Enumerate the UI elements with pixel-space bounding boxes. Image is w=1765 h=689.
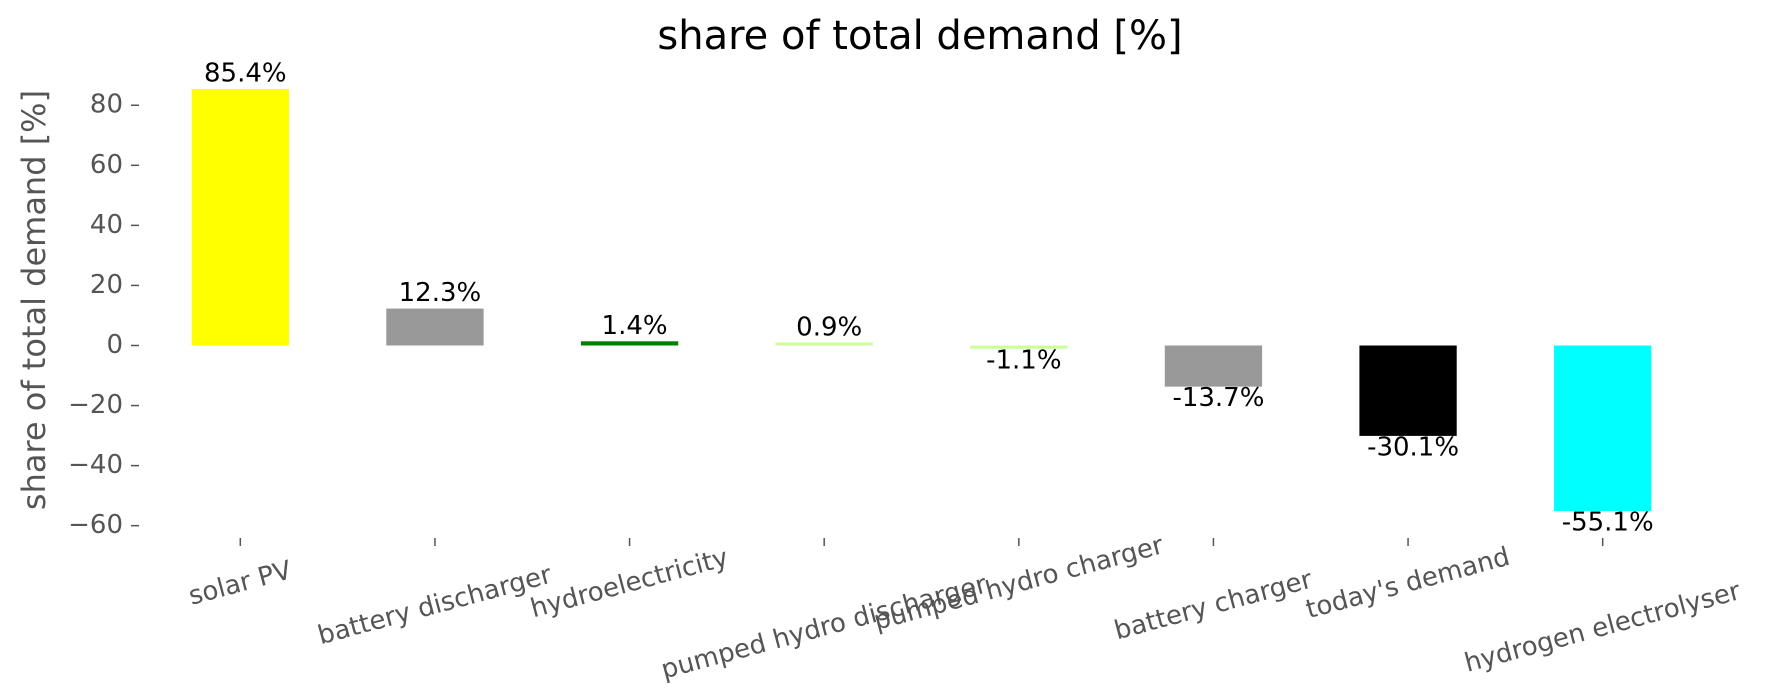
y-tick-label: −20 bbox=[68, 390, 123, 420]
y-tick-label: −60 bbox=[68, 510, 123, 540]
x-tick-label: hydrogen electrolyser bbox=[1461, 576, 1744, 679]
bar bbox=[1164, 345, 1263, 387]
value-label: 0.9% bbox=[796, 312, 862, 342]
value-label: 85.4% bbox=[204, 59, 287, 89]
value-label: 1.4% bbox=[602, 311, 668, 341]
value-label: -1.1% bbox=[986, 345, 1061, 375]
y-tick-label: 20 bbox=[90, 270, 123, 300]
bar bbox=[386, 308, 484, 346]
value-label: 12.3% bbox=[399, 278, 482, 308]
bar bbox=[775, 342, 873, 346]
y-axis-label: share of total demand [%] bbox=[15, 90, 53, 510]
bar bbox=[191, 89, 289, 346]
bar bbox=[580, 341, 679, 346]
y-tick-label: 40 bbox=[90, 210, 123, 240]
chart-title: share of total demand [%] bbox=[657, 13, 1182, 59]
value-label: -13.7% bbox=[1172, 383, 1264, 413]
value-label: -30.1% bbox=[1367, 432, 1459, 462]
y-tick-label: −40 bbox=[68, 450, 123, 480]
bar bbox=[970, 345, 1068, 349]
x-tick-label: today's demand bbox=[1303, 542, 1513, 625]
bar bbox=[1359, 345, 1457, 436]
y-tick-label: 60 bbox=[90, 150, 123, 180]
x-tick-label: hydroelectricity bbox=[527, 543, 731, 625]
bar bbox=[1554, 345, 1652, 511]
value-label: -55.1% bbox=[1562, 507, 1654, 537]
x-tick-label: pumped hydro discharger bbox=[658, 570, 990, 686]
y-tick-label: 80 bbox=[90, 90, 123, 120]
y-tick-label: 0 bbox=[106, 330, 123, 360]
x-tick-label: battery discharger bbox=[315, 560, 555, 651]
x-tick-label: battery charger bbox=[1111, 565, 1315, 647]
x-tick-label: solar PV bbox=[186, 555, 295, 611]
